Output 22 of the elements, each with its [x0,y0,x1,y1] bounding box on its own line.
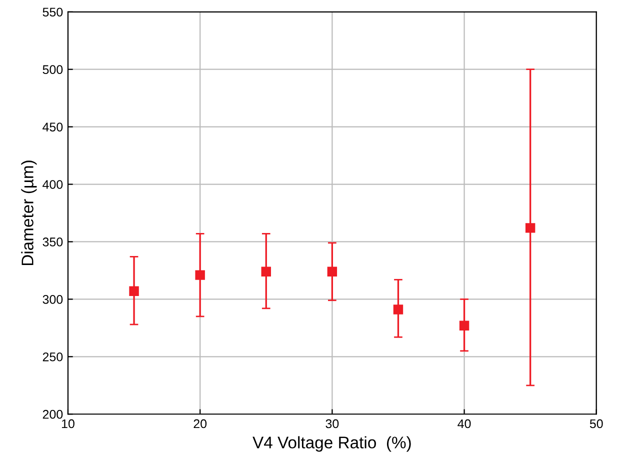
point [459,320,470,330]
x-tick-label: 40 [458,419,471,428]
point [327,266,338,276]
point [525,223,536,233]
x-tick-label: 20 [194,419,207,428]
y-tick-label: 200 [42,410,63,419]
x-axis-title: V4 Voltage Ratio (%) [252,436,411,452]
point [129,286,139,296]
y-tick-label: 450 [42,122,63,132]
y-tick-label: 350 [42,238,63,246]
point [393,304,404,314]
x-tick-label: 10 [62,419,74,428]
y-tick-label: 500 [42,65,63,74]
x-tick-label: 30 [326,419,339,428]
y-tick-label: 300 [42,295,63,304]
point [261,266,271,276]
y-tick-label: 250 [42,352,63,362]
y-axis-title: Diameter (µm) [21,160,37,266]
y-tick-label: 550 [42,8,63,17]
x-tick-label: 50 [590,419,603,428]
point [195,270,205,280]
y-tick-label: 400 [42,180,63,189]
